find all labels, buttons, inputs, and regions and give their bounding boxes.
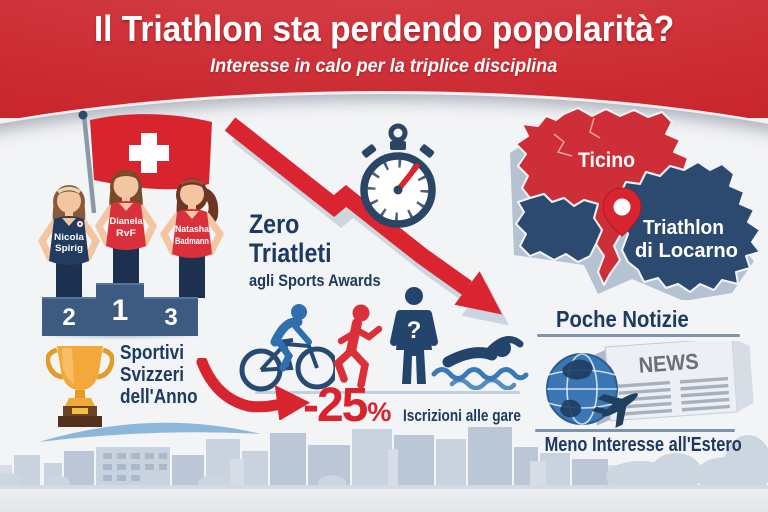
athlete-figure-badmann: Natasha Badmann bbox=[159, 178, 225, 298]
award-line1: Sportivi bbox=[120, 342, 185, 364]
airplane-icon bbox=[591, 393, 638, 428]
stopwatch-icon bbox=[360, 123, 436, 228]
zero-line3: agli Sports Awards bbox=[249, 271, 381, 290]
bottom-strip bbox=[0, 489, 768, 512]
question-person-icon: ? bbox=[390, 287, 438, 384]
question-mark-glyph: ? bbox=[407, 317, 422, 344]
trophy-icon bbox=[46, 346, 114, 427]
swoosh-underline bbox=[39, 422, 261, 442]
pin-label-line2: di Locarno bbox=[635, 240, 738, 262]
registrations-stat: -25% Iscrizioni alle gare bbox=[303, 378, 551, 433]
athlete-figure-spirig: Nicola Spirig bbox=[37, 185, 101, 299]
podium-block-2: 2 bbox=[42, 297, 96, 336]
athlete-figure-ryf: Dianela RvF bbox=[94, 170, 158, 284]
news-heading: Poche Notizie bbox=[555, 306, 689, 332]
pin-label-line1: Triathlon bbox=[643, 217, 724, 239]
location-pin-icon bbox=[602, 187, 642, 237]
divider-top bbox=[537, 334, 740, 337]
podium-block-1: 1 bbox=[96, 283, 144, 336]
stat-value: -25 bbox=[303, 379, 368, 432]
runner-icon bbox=[333, 304, 383, 389]
athlete-name-line1: Nicola bbox=[54, 232, 85, 242]
award-line3: dell'Anno bbox=[120, 386, 198, 408]
ground-line bbox=[255, 391, 520, 394]
athlete-name-line1: Natasha bbox=[175, 224, 210, 234]
award-caption: Sportivi Svizzeri dell'Anno bbox=[120, 342, 250, 408]
ticino-map: Ticino Triathlon di Locarno bbox=[510, 107, 761, 300]
news-caption: Meno Interesse all'Estero bbox=[544, 434, 742, 456]
globe-icon bbox=[546, 353, 618, 425]
map-region-southwest bbox=[515, 193, 603, 263]
zero-triathletes-text: Zero Triatleti agli Sports Awards bbox=[249, 210, 419, 291]
athlete-name-line2: Badmann bbox=[175, 236, 209, 246]
podium-block-3: 3 bbox=[144, 297, 198, 336]
award-line2: Svizzeri bbox=[120, 364, 185, 386]
divider-bottom bbox=[535, 429, 735, 432]
decline-arrow-icon bbox=[224, 117, 510, 326]
podium-rank: 3 bbox=[164, 303, 178, 331]
page-title: Il Triathlon sta perdendo popolarità? bbox=[93, 8, 675, 49]
city-skyline bbox=[0, 427, 768, 491]
map-district-borders bbox=[553, 117, 601, 157]
athlete-name-line2: RvF bbox=[116, 228, 137, 238]
athlete-name-line2: Spirig bbox=[55, 243, 83, 253]
news-illustration: NEWS bbox=[546, 341, 754, 428]
swimmer-icon bbox=[431, 336, 529, 390]
page-subtitle: Interesse in calo per la triplice discip… bbox=[210, 56, 558, 77]
podium: 2 1 3 bbox=[42, 283, 198, 336]
stat-percent: % bbox=[367, 397, 392, 427]
athlete-name-line1: Dianela bbox=[110, 216, 144, 226]
podium-rank: 2 bbox=[62, 303, 76, 331]
swiss-flag-icon bbox=[78, 110, 212, 214]
down-right-arrow-icon bbox=[196, 358, 311, 420]
podium-rank: 1 bbox=[111, 293, 129, 327]
zero-line1: Zero bbox=[249, 209, 300, 239]
newspaper-title: NEWS bbox=[638, 349, 700, 378]
cyclist-icon bbox=[239, 304, 335, 392]
stat-label: Iscrizioni alle gare bbox=[403, 406, 522, 425]
zero-line2: Triatleti bbox=[249, 238, 332, 268]
map-region-label: Ticino bbox=[578, 149, 635, 172]
